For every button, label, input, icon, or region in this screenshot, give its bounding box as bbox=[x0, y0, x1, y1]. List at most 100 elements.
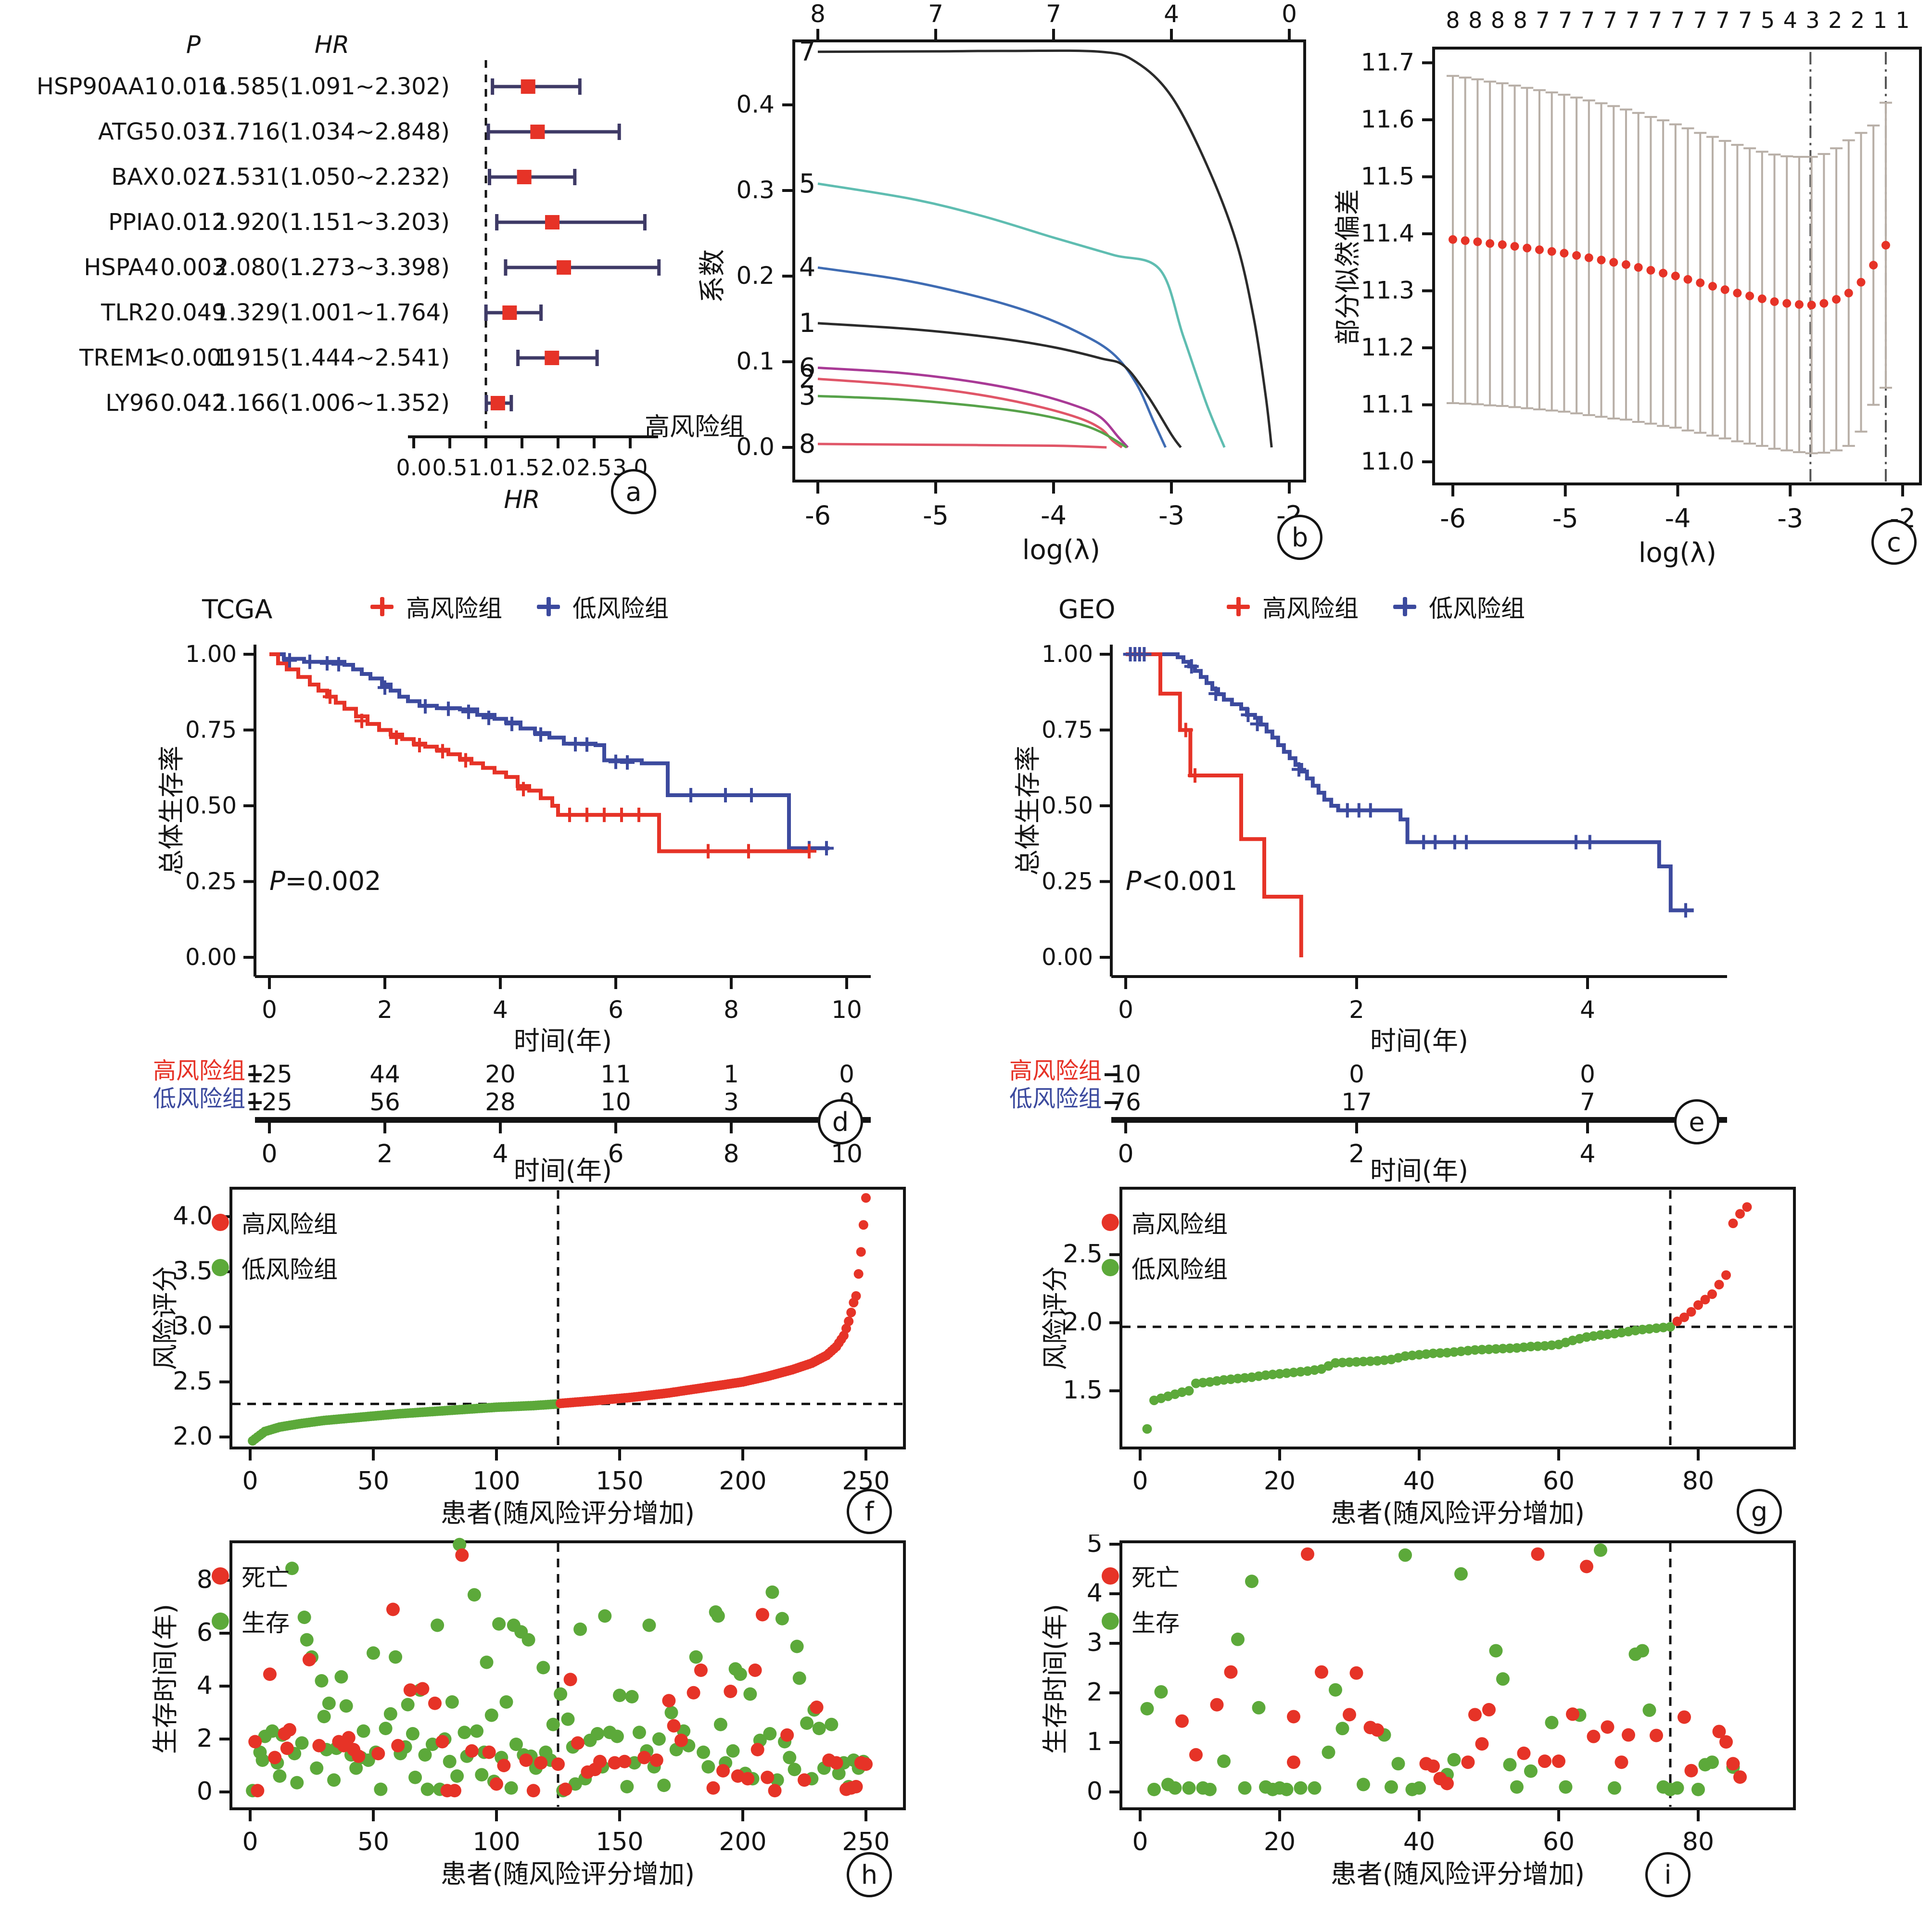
svg-text:8: 8 bbox=[1468, 7, 1482, 33]
svg-text:0: 0 bbox=[1349, 1060, 1364, 1088]
svg-text:100: 100 bbox=[472, 1467, 520, 1496]
svg-text:-3: -3 bbox=[1777, 503, 1803, 533]
svg-text:1: 1 bbox=[1087, 1727, 1103, 1756]
svg-text:0: 0 bbox=[1118, 1140, 1133, 1168]
svg-text:时间(年): 时间(年) bbox=[1370, 1156, 1468, 1183]
legend-item-high-risk: 高风险组 bbox=[212, 1205, 338, 1240]
svg-text:log(λ): log(λ) bbox=[1639, 537, 1716, 569]
svg-text:2.0: 2.0 bbox=[540, 455, 575, 481]
svg-text:LY96: LY96 bbox=[105, 390, 159, 417]
svg-text:7: 7 bbox=[1581, 7, 1595, 33]
svg-text:1.920(1.151~3.203): 1.920(1.151~3.203) bbox=[214, 209, 450, 236]
svg-text:2: 2 bbox=[799, 364, 815, 394]
svg-text:11.1: 11.1 bbox=[1361, 391, 1414, 419]
svg-text:11.3: 11.3 bbox=[1361, 277, 1414, 305]
legend-km-tcga: 高风险组 低风险组 bbox=[370, 589, 669, 624]
svg-text:0.027: 0.027 bbox=[160, 164, 226, 190]
svg-text:2: 2 bbox=[1348, 1140, 1364, 1168]
svg-text:0.016: 0.016 bbox=[160, 73, 226, 100]
svg-text:1.0: 1.0 bbox=[468, 455, 503, 481]
svg-text:3: 3 bbox=[1805, 7, 1819, 33]
svg-text:总体生存率: 总体生存率 bbox=[156, 746, 187, 876]
svg-text:3.0: 3.0 bbox=[173, 1312, 213, 1341]
svg-text:-4: -4 bbox=[1665, 503, 1691, 533]
svg-text:2.0: 2.0 bbox=[1063, 1308, 1103, 1337]
alive-dot-icon bbox=[212, 1613, 229, 1630]
svg-text:总体生存率: 总体生存率 bbox=[1013, 746, 1043, 876]
svg-text:0.00: 0.00 bbox=[1042, 944, 1093, 971]
svg-text:1.329(1.001~1.764): 1.329(1.001~1.764) bbox=[214, 299, 450, 326]
svg-text:8: 8 bbox=[1491, 7, 1505, 33]
svg-text:7: 7 bbox=[1626, 7, 1640, 33]
svg-text:2: 2 bbox=[1828, 7, 1842, 33]
svg-text:3: 3 bbox=[1087, 1628, 1103, 1657]
legend-label: 低风险组 bbox=[1429, 595, 1525, 622]
svg-text:log(λ): log(λ) bbox=[1022, 534, 1100, 566]
panel-letter-c: c bbox=[1871, 520, 1917, 565]
svg-text:2.0: 2.0 bbox=[173, 1422, 213, 1451]
svg-text:-4: -4 bbox=[1041, 500, 1067, 531]
svg-text:1.5: 1.5 bbox=[504, 455, 539, 481]
panel-letter-f: f bbox=[847, 1489, 892, 1534]
svg-text:P: P bbox=[186, 31, 201, 59]
legend-item-high-risk: 高风险组 bbox=[1102, 1205, 1228, 1240]
svg-text:10: 10 bbox=[831, 1140, 863, 1168]
svg-text:0.4: 0.4 bbox=[736, 90, 775, 118]
svg-text:时间(年): 时间(年) bbox=[514, 1156, 612, 1183]
panel-letter-b: b bbox=[1277, 515, 1322, 560]
risk-row-label-high-geo: 高风险组 bbox=[1009, 1057, 1102, 1084]
svg-text:7: 7 bbox=[1580, 1088, 1595, 1116]
svg-text:10: 10 bbox=[1110, 1060, 1141, 1088]
svg-text:<0.001: <0.001 bbox=[151, 344, 236, 371]
low-risk-plus-icon bbox=[1393, 595, 1416, 618]
legend-label: 高风险组 bbox=[242, 1210, 338, 1238]
svg-text:6: 6 bbox=[799, 352, 815, 382]
svg-text:2.5: 2.5 bbox=[173, 1367, 213, 1396]
high-risk-plus-icon bbox=[1227, 595, 1250, 618]
pvalue-text: <0.001 bbox=[1141, 866, 1238, 896]
svg-text:1.166(1.006~1.352): 1.166(1.006~1.352) bbox=[214, 390, 450, 417]
svg-text:0.50: 0.50 bbox=[185, 792, 237, 819]
panel-letter-e: e bbox=[1674, 1099, 1719, 1144]
stray-high-risk-label: 高风险组 bbox=[645, 413, 745, 442]
panel-letter-a: a bbox=[611, 469, 656, 514]
svg-text:150: 150 bbox=[596, 1828, 643, 1856]
legend-label: 死亡 bbox=[1131, 1564, 1180, 1592]
svg-text:TREM1: TREM1 bbox=[79, 344, 159, 371]
svg-text:1.00: 1.00 bbox=[185, 641, 237, 668]
svg-text:80: 80 bbox=[1682, 1828, 1714, 1856]
svg-text:0: 0 bbox=[261, 1140, 277, 1168]
legend-item-low-risk: 低风险组 bbox=[1393, 589, 1525, 624]
legend-item-alive: 生存 bbox=[1102, 1604, 1180, 1638]
svg-text:11.6: 11.6 bbox=[1361, 105, 1414, 133]
svg-text:8: 8 bbox=[197, 1565, 213, 1594]
svg-text:11.0: 11.0 bbox=[1361, 447, 1414, 475]
svg-text:时间(年): 时间(年) bbox=[1370, 1026, 1468, 1056]
svg-text:ATG5: ATG5 bbox=[98, 118, 159, 145]
svg-text:患者(随风险评分增加): 患者(随风险评分增加) bbox=[441, 1859, 695, 1889]
svg-text:生存时间(年): 生存时间(年) bbox=[1040, 1604, 1070, 1754]
svg-text:-5: -5 bbox=[1552, 503, 1578, 533]
legend-label: 低风险组 bbox=[572, 595, 669, 622]
svg-text:PPIA: PPIA bbox=[108, 209, 159, 236]
svg-text:20: 20 bbox=[1264, 1467, 1296, 1496]
svg-text:4: 4 bbox=[1580, 996, 1595, 1024]
svg-text:0.042: 0.042 bbox=[160, 390, 226, 417]
risk-row-label-low-geo: 低风险组 bbox=[1009, 1085, 1102, 1112]
svg-text:0.5: 0.5 bbox=[432, 455, 467, 481]
svg-text:1: 1 bbox=[1873, 7, 1887, 33]
svg-text:1.5: 1.5 bbox=[1063, 1376, 1103, 1405]
svg-text:HSPA4: HSPA4 bbox=[84, 254, 159, 281]
risk-row-label-high-tcga: 高风险组 bbox=[153, 1057, 245, 1084]
legend-label: 高风险组 bbox=[1131, 1210, 1228, 1238]
svg-text:2.5: 2.5 bbox=[576, 455, 611, 481]
svg-text:1.585(1.091~2.302): 1.585(1.091~2.302) bbox=[214, 73, 450, 100]
svg-text:1.00: 1.00 bbox=[1042, 641, 1093, 668]
svg-text:BAX: BAX bbox=[111, 164, 159, 190]
svg-text:2: 2 bbox=[1349, 996, 1364, 1024]
legend-label: 低风险组 bbox=[242, 1256, 338, 1283]
svg-text:0: 0 bbox=[839, 1060, 854, 1088]
svg-text:11.5: 11.5 bbox=[1361, 163, 1414, 190]
svg-text:1: 1 bbox=[724, 1060, 739, 1088]
svg-text:3: 3 bbox=[799, 381, 815, 411]
